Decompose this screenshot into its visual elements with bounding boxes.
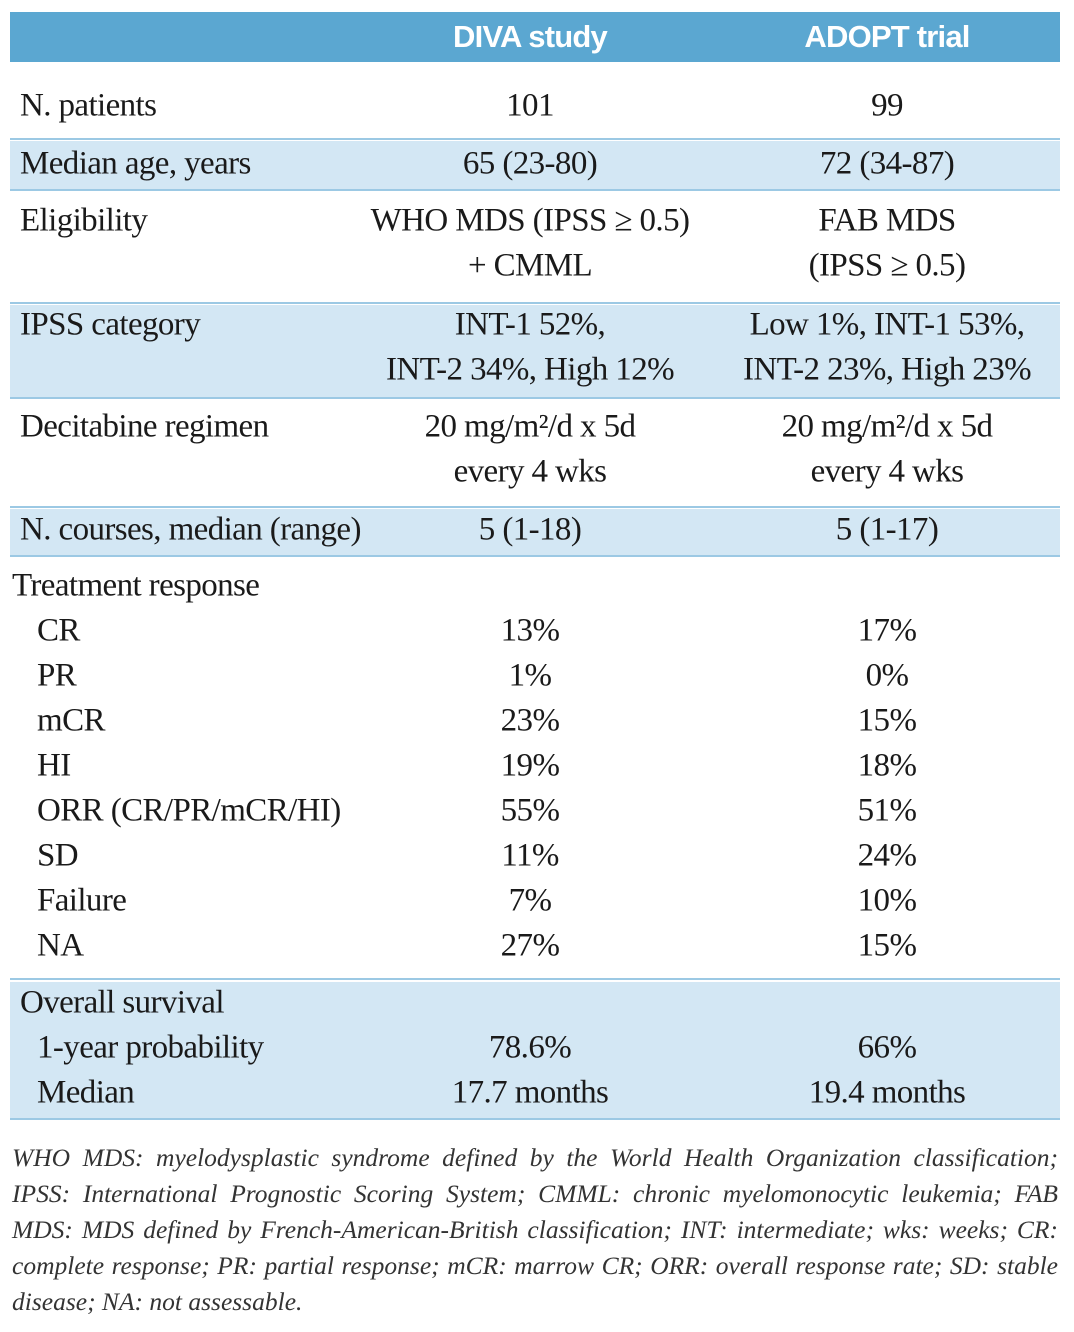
- cell-text: FAB MDS: [818, 202, 956, 239]
- row-band-shaded: [10, 141, 1060, 191]
- cell-text: 66%: [857, 1029, 917, 1066]
- cell-text: 55%: [500, 792, 560, 829]
- cell-text: 17%: [857, 612, 917, 649]
- sub-row-label: ORR (CR/PR/mCR/HI): [37, 792, 341, 829]
- header-band: [10, 12, 1060, 62]
- sub-row-label: PR: [37, 657, 77, 694]
- cell-text: 23%: [500, 702, 560, 739]
- cell-text: 20 mg/m²/d x 5d: [424, 408, 636, 445]
- cell-text: Low 1%, INT-1 53%,: [749, 306, 1025, 343]
- sub-row-label: 1-year probability: [37, 1029, 264, 1066]
- sub-row-label: HI: [37, 747, 71, 784]
- row-band: [10, 192, 1060, 304]
- section-band: [10, 558, 1060, 980]
- cell-text: 13%: [500, 612, 560, 649]
- cell-text: 5 (1-18): [478, 511, 582, 548]
- cell-text: 1%: [508, 657, 552, 694]
- cell-text: 72 (34-87): [819, 145, 955, 182]
- cell-text: 20 mg/m²/d x 5d: [781, 408, 993, 445]
- row-label: N. courses, median (range): [20, 511, 361, 548]
- cell-text: + CMML: [467, 247, 593, 284]
- footnote: WHO MDS: myelodysplastic syndrome define…: [12, 1143, 1058, 1316]
- cell-text: INT-2 23%, High 23%: [742, 351, 1032, 388]
- cell-text: 24%: [857, 837, 917, 874]
- cell-text: 10%: [857, 882, 917, 919]
- cell-text: 15%: [857, 702, 917, 739]
- cell-text: 27%: [500, 927, 560, 964]
- cell-text: 17.7 months: [451, 1074, 609, 1111]
- row-band: [10, 400, 1060, 508]
- sub-row-label: mCR: [37, 702, 105, 739]
- cell-text: every 4 wks: [453, 453, 607, 490]
- section-title: Overall survival: [20, 984, 225, 1021]
- cell-text: 0%: [865, 657, 909, 694]
- sub-row-label: NA: [37, 927, 84, 964]
- row-band-shaded: [10, 305, 1060, 399]
- cell-text: 51%: [857, 792, 917, 829]
- cell-text: 19%: [500, 747, 560, 784]
- sub-row-label: SD: [37, 837, 79, 874]
- section-band-shaded: [10, 982, 1060, 1120]
- row-label: Decitabine regimen: [20, 408, 269, 445]
- cell-text: every 4 wks: [810, 453, 964, 490]
- row-label: Eligibility: [20, 202, 148, 239]
- cell-text: 101: [506, 87, 554, 124]
- cell-text: (IPSS ≥ 0.5): [808, 247, 966, 284]
- cell-text: 15%: [857, 927, 917, 964]
- sub-row-label: Median: [37, 1074, 135, 1111]
- cell-text: 7%: [508, 882, 552, 919]
- sub-row-label: Failure: [37, 882, 127, 919]
- row-label: N. patients: [20, 87, 157, 124]
- cell-text: 19.4 months: [808, 1074, 966, 1111]
- cell-text: 11%: [501, 837, 559, 874]
- row-band-shaded: [10, 509, 1060, 557]
- column-header: ADOPT trial: [804, 19, 970, 54]
- sub-row-label: CR: [37, 612, 80, 649]
- cell-text: INT-2 34%, High 12%: [385, 351, 675, 388]
- column-header: DIVA study: [453, 19, 608, 54]
- cell-text: WHO MDS (IPSS ≥ 0.5): [370, 202, 690, 239]
- cell-text: 5 (1-17): [835, 511, 939, 548]
- row-label: IPSS category: [20, 306, 201, 343]
- row-label: Median age, years: [20, 145, 251, 182]
- cell-text: 99: [871, 87, 903, 124]
- row-band: [10, 64, 1060, 140]
- cell-text: INT-1 52%,: [454, 306, 606, 343]
- cell-text: 78.6%: [488, 1029, 572, 1066]
- cell-text: 65 (23-80): [462, 145, 598, 182]
- section-title: Treatment response: [12, 567, 260, 604]
- cell-text: 18%: [857, 747, 917, 784]
